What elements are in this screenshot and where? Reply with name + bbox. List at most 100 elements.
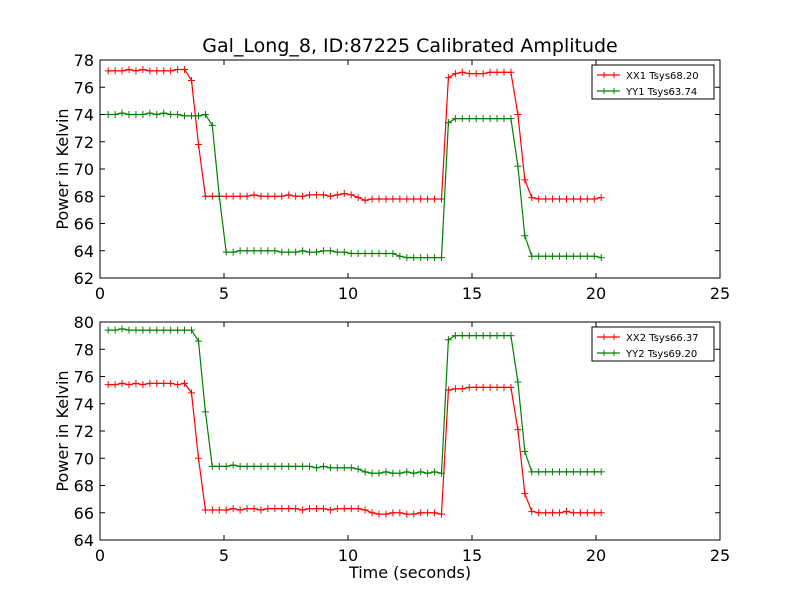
data-point bbox=[236, 247, 244, 255]
data-point bbox=[437, 195, 445, 203]
data-point bbox=[472, 115, 480, 123]
data-point bbox=[535, 195, 543, 203]
data-point bbox=[514, 426, 522, 434]
data-point bbox=[542, 509, 550, 517]
data-point bbox=[583, 509, 591, 517]
data-point bbox=[396, 469, 404, 477]
data-point bbox=[111, 111, 119, 118]
data-point bbox=[139, 326, 147, 334]
data-point bbox=[313, 505, 321, 513]
data-point bbox=[389, 195, 397, 203]
data-point bbox=[278, 248, 286, 256]
data-point bbox=[174, 326, 182, 334]
data-point bbox=[132, 326, 140, 334]
data-point bbox=[583, 468, 591, 476]
data-point bbox=[493, 115, 501, 123]
data-point bbox=[271, 505, 279, 513]
data-point bbox=[111, 67, 119, 75]
data-point bbox=[160, 326, 168, 334]
data-point bbox=[403, 195, 411, 203]
data-point bbox=[271, 462, 279, 470]
data-point bbox=[167, 379, 175, 387]
data-point bbox=[417, 468, 425, 476]
data-point bbox=[215, 506, 223, 514]
data-point bbox=[139, 111, 147, 118]
data-point bbox=[479, 70, 487, 78]
data-point bbox=[556, 252, 564, 260]
data-point bbox=[389, 249, 397, 257]
data-point bbox=[132, 67, 140, 75]
data-point bbox=[514, 378, 522, 386]
data-point bbox=[417, 195, 425, 203]
data-point bbox=[319, 462, 327, 470]
data-point bbox=[368, 469, 376, 477]
data-point bbox=[465, 115, 473, 123]
data-point bbox=[549, 468, 557, 476]
data-point bbox=[528, 468, 536, 476]
data-point bbox=[569, 195, 577, 203]
x-tick-label: 15 bbox=[462, 284, 482, 303]
data-point bbox=[500, 332, 508, 340]
data-point bbox=[174, 111, 182, 118]
y-axis-label: Power in Kelvin bbox=[53, 108, 72, 229]
y-tick-label: 66 bbox=[74, 215, 94, 234]
data-point bbox=[174, 381, 182, 389]
data-point bbox=[424, 195, 432, 203]
x-tick-label: 10 bbox=[338, 284, 358, 303]
data-point bbox=[250, 462, 258, 470]
data-point bbox=[576, 252, 584, 260]
data-point bbox=[465, 383, 473, 391]
data-point bbox=[576, 468, 584, 476]
data-point bbox=[160, 109, 168, 117]
x-tick-label: 5 bbox=[219, 546, 229, 565]
legend-box bbox=[591, 326, 715, 362]
data-point bbox=[562, 507, 570, 515]
data-point bbox=[132, 379, 140, 387]
data-point bbox=[410, 510, 418, 518]
data-point bbox=[528, 507, 536, 515]
data-point bbox=[535, 252, 543, 260]
data-point bbox=[271, 247, 279, 255]
series-yy2 bbox=[104, 325, 605, 477]
data-point bbox=[368, 509, 376, 517]
data-point bbox=[486, 68, 494, 76]
data-point bbox=[229, 461, 237, 469]
data-point bbox=[500, 68, 508, 76]
data-point bbox=[458, 68, 466, 76]
data-point bbox=[333, 464, 341, 472]
data-point bbox=[285, 191, 293, 199]
y-tick-label: 78 bbox=[74, 51, 94, 70]
data-point bbox=[347, 464, 355, 472]
data-point bbox=[340, 190, 348, 198]
data-point bbox=[479, 383, 487, 391]
data-point bbox=[278, 462, 286, 470]
data-point bbox=[590, 252, 598, 260]
legend-label: YY1 Tsys63.74 bbox=[625, 87, 697, 98]
data-point bbox=[361, 249, 369, 257]
y-tick-label: 80 bbox=[74, 313, 94, 332]
data-point bbox=[444, 336, 452, 344]
data-point bbox=[514, 162, 522, 170]
data-point bbox=[542, 195, 550, 203]
data-point bbox=[194, 454, 202, 462]
data-point bbox=[361, 506, 369, 514]
x-axis-label: Time (seconds) bbox=[348, 563, 471, 582]
data-point bbox=[500, 383, 508, 391]
data-point bbox=[285, 505, 293, 513]
y-tick-label: 70 bbox=[74, 160, 94, 179]
series-xx1 bbox=[104, 66, 605, 204]
data-point bbox=[208, 121, 216, 129]
data-point bbox=[486, 383, 494, 391]
x-tick-label: 15 bbox=[462, 546, 482, 565]
data-point bbox=[472, 332, 480, 340]
data-point bbox=[201, 408, 209, 416]
legend: XX1 Tsys68.20 YY1 Tsys63.74 bbox=[591, 64, 715, 100]
data-point bbox=[215, 192, 223, 200]
data-point bbox=[507, 332, 515, 340]
data-point bbox=[396, 195, 404, 203]
data-point bbox=[410, 469, 418, 477]
data-point bbox=[347, 505, 355, 513]
data-point bbox=[292, 505, 300, 513]
data-point bbox=[264, 192, 272, 200]
data-point bbox=[382, 249, 390, 257]
